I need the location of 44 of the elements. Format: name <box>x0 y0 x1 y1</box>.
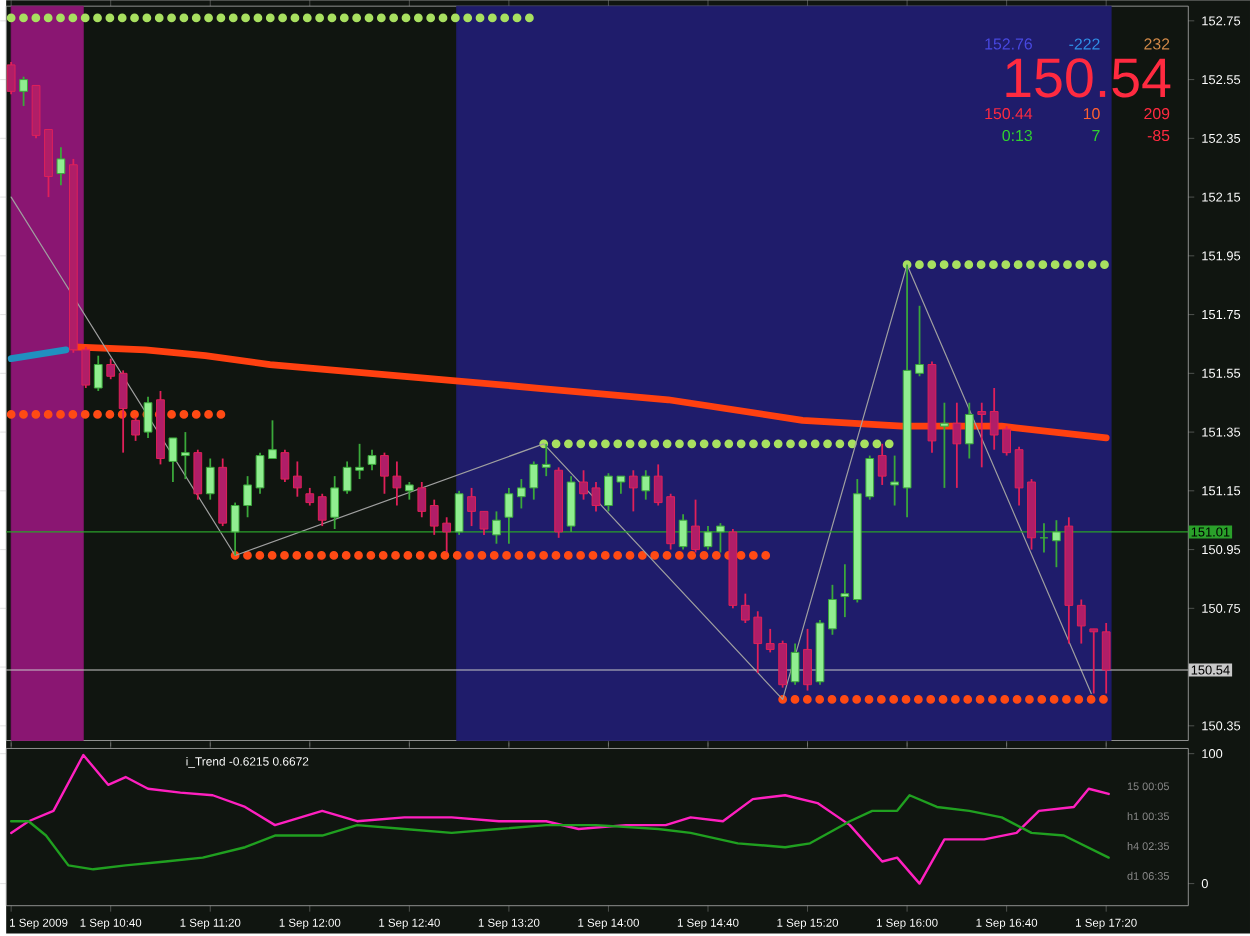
candlestick <box>280 448 290 484</box>
candlestick <box>106 357 116 381</box>
annotation: 150.54 <box>1006 58 1171 98</box>
candlestick <box>417 481 427 519</box>
candlestick <box>504 487 514 545</box>
candlestick <box>317 493 327 528</box>
candlestick <box>19 75 28 108</box>
candlestick <box>678 513 688 551</box>
candlestick <box>6 61 16 96</box>
candlestick <box>691 498 700 554</box>
candlestick <box>803 628 812 692</box>
candlestick <box>940 401 949 489</box>
candlestick <box>541 443 551 478</box>
candlestick <box>180 431 190 481</box>
candlestick <box>193 448 203 501</box>
candlestick <box>952 401 962 489</box>
line-series <box>10 196 1092 701</box>
candlestick <box>641 469 651 501</box>
candlestick <box>566 475 576 533</box>
candlestick <box>790 642 800 686</box>
candlestick <box>143 396 153 440</box>
candlestick <box>840 563 850 619</box>
candlestick <box>93 354 103 393</box>
candlestick <box>330 475 340 531</box>
candlestick <box>628 469 638 513</box>
candlestick <box>168 437 178 484</box>
candlestick <box>977 401 987 469</box>
candlestick <box>56 146 66 187</box>
candlestick <box>964 401 974 460</box>
candlestick <box>890 454 900 507</box>
candlestick <box>454 490 464 536</box>
candlestick <box>367 448 377 472</box>
candlestick <box>131 416 140 442</box>
candlestick <box>205 457 215 501</box>
candlestick <box>1076 598 1086 645</box>
candlestick <box>492 510 501 545</box>
candlestick <box>877 443 887 487</box>
candlestick <box>1101 622 1111 695</box>
line-series <box>9 794 1110 871</box>
line-series <box>9 753 1110 885</box>
candlestick <box>1052 519 1061 569</box>
candlestick <box>1089 628 1099 695</box>
candlestick <box>292 460 302 498</box>
candlestick <box>118 369 128 454</box>
